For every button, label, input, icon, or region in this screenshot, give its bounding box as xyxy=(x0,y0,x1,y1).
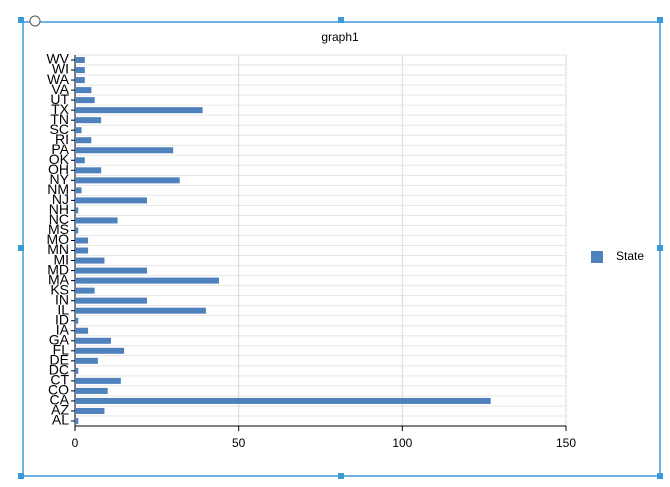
chart-title: graph1 xyxy=(321,30,359,44)
y-tick-label: TN xyxy=(50,111,69,127)
y-tick-label: WI xyxy=(52,61,69,77)
handle[interactable] xyxy=(338,17,344,23)
move-handle[interactable] xyxy=(29,15,41,27)
bar xyxy=(75,347,125,354)
bar xyxy=(75,137,92,144)
y-tick-label: MI xyxy=(53,251,69,267)
bar xyxy=(75,227,79,234)
bar xyxy=(75,207,79,214)
bar xyxy=(75,87,92,94)
bar xyxy=(75,387,108,394)
handle[interactable] xyxy=(657,17,663,23)
y-tick-label: VA xyxy=(51,81,69,97)
y-tick-label: SC xyxy=(50,121,69,137)
handle[interactable] xyxy=(657,245,663,251)
bar xyxy=(75,127,82,134)
y-tick-label: AZ xyxy=(51,402,69,418)
y-tick-label: MN xyxy=(47,241,69,257)
y-tick-label: AL xyxy=(52,412,69,428)
selection-frame xyxy=(22,21,661,477)
bar xyxy=(75,307,206,314)
bar xyxy=(75,327,89,334)
y-tick-label: DC xyxy=(49,362,69,378)
bar xyxy=(75,287,95,294)
bar xyxy=(75,177,180,184)
handle[interactable] xyxy=(18,17,24,23)
bar xyxy=(75,217,118,224)
y-tick-label: CO xyxy=(48,382,69,398)
y-tick-label: MS xyxy=(48,221,69,237)
bar xyxy=(75,257,105,264)
legend-swatch xyxy=(591,251,603,263)
bar xyxy=(75,167,102,174)
y-tick-label: NJ xyxy=(52,191,69,207)
y-tick-label: RI xyxy=(55,131,69,147)
bar xyxy=(75,397,491,404)
y-tick-label: NM xyxy=(47,181,69,197)
y-tick-label: MA xyxy=(48,271,70,287)
y-tick-label: IL xyxy=(57,301,69,317)
bar xyxy=(75,367,79,374)
x-tick-label: 50 xyxy=(232,436,246,450)
y-tick-label: ID xyxy=(55,311,69,327)
y-tick-label: MD xyxy=(47,261,69,277)
x-tick-label: 0 xyxy=(72,436,79,450)
y-tick-label: IN xyxy=(55,291,69,307)
y-tick-label: OH xyxy=(48,161,69,177)
bar xyxy=(75,57,85,64)
y-tick-label: OK xyxy=(49,151,70,167)
handle[interactable] xyxy=(18,473,24,479)
bar xyxy=(75,117,102,124)
y-tick-label: WV xyxy=(46,51,69,67)
y-tick-label: IA xyxy=(56,321,70,337)
y-tick-label: NC xyxy=(49,211,69,227)
handle[interactable] xyxy=(18,245,24,251)
y-tick-label: GA xyxy=(49,331,70,347)
bar xyxy=(75,107,203,114)
bar xyxy=(75,67,85,74)
y-tick-label: CA xyxy=(50,392,70,408)
bar xyxy=(75,337,112,344)
bar xyxy=(75,267,148,274)
bar xyxy=(75,277,220,284)
bar xyxy=(75,377,121,384)
y-tick-label: NY xyxy=(50,171,70,187)
y-tick-label: UT xyxy=(50,91,69,107)
legend-label: State xyxy=(616,249,644,263)
bar xyxy=(75,197,148,204)
x-tick-label: 150 xyxy=(556,436,576,450)
bar xyxy=(75,187,82,194)
y-tick-label: KS xyxy=(50,281,69,297)
bar xyxy=(75,417,79,424)
handle[interactable] xyxy=(338,473,344,479)
handle[interactable] xyxy=(657,473,663,479)
bar xyxy=(75,317,79,324)
y-tick-label: TX xyxy=(51,101,70,117)
bar xyxy=(75,247,89,254)
bar xyxy=(75,357,98,364)
y-tick-label: WA xyxy=(47,71,70,87)
x-tick-label: 100 xyxy=(392,436,412,450)
bar xyxy=(75,297,148,304)
bar xyxy=(75,97,95,104)
bar xyxy=(75,77,85,84)
y-tick-label: FL xyxy=(53,342,70,358)
y-tick-label: PA xyxy=(51,141,69,157)
y-tick-label: NH xyxy=(49,201,69,217)
bar xyxy=(75,147,174,154)
bar xyxy=(75,237,89,244)
y-tick-label: MO xyxy=(46,231,69,247)
bar xyxy=(75,407,105,414)
y-tick-label: DE xyxy=(50,352,69,368)
y-tick-label: CT xyxy=(50,372,69,388)
bar xyxy=(75,157,85,164)
